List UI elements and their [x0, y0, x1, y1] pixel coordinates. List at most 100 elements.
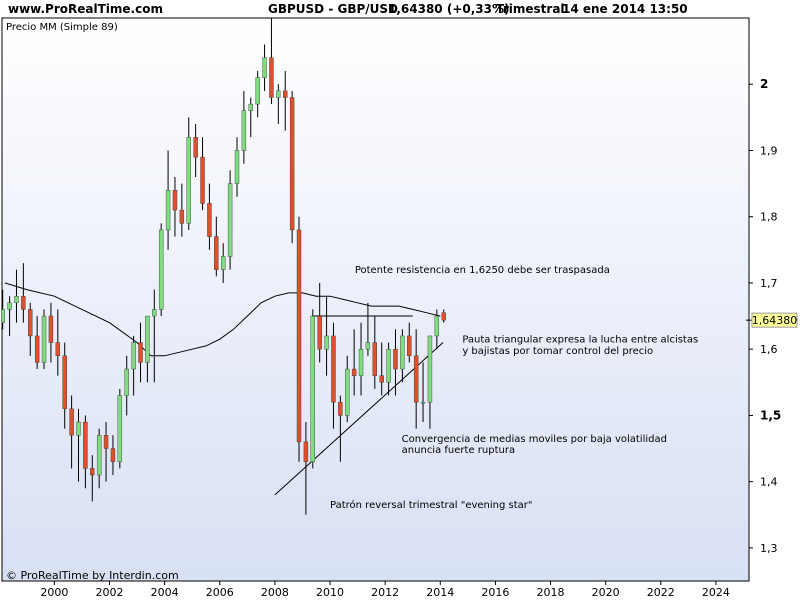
candle-body	[96, 435, 102, 476]
candle-body	[393, 348, 398, 370]
candle-2011Q3	[372, 316, 378, 389]
candle-2008Q3	[289, 90, 295, 244]
datetime-label: 14 ene 2014 13:50	[562, 2, 688, 16]
candle-2005Q1	[193, 123, 198, 177]
candle-2007Q2	[255, 70, 260, 118]
y-tick-label: 2	[760, 77, 768, 91]
candle-2011Q4	[379, 342, 384, 396]
candle-2009Q2	[310, 309, 315, 469]
candle-2002Q1	[110, 435, 116, 476]
candle-body	[427, 335, 433, 403]
candle-body	[276, 90, 281, 98]
last-price-label: 1,64380	[752, 314, 798, 327]
x-tick-label: 2024	[702, 586, 730, 599]
candle-2007Q4	[269, 18, 274, 105]
candle-2014Q1	[441, 309, 446, 323]
candle-body	[55, 342, 61, 357]
footer-credit: © ProRealTime by Interdin.com	[6, 569, 179, 582]
x-tick-label: 2016	[481, 586, 509, 599]
period-label: Trimestral	[496, 2, 565, 16]
candle-body	[179, 209, 185, 224]
candle-2008Q4	[296, 216, 302, 462]
candle-2003Q2	[145, 315, 150, 383]
candle-2001Q2	[90, 455, 95, 502]
candle-2009Q4	[324, 296, 329, 376]
moving-average-line	[4, 282, 441, 357]
candle-body	[407, 335, 412, 357]
annotation-3: y bajistas por tomar control del precio	[462, 346, 653, 357]
candle-body	[289, 97, 295, 231]
candle-body	[69, 408, 74, 436]
candle-2012Q4	[407, 322, 412, 363]
candle-body	[234, 150, 240, 184]
candle-body	[62, 355, 67, 409]
candle-2013Q3	[427, 335, 433, 429]
candle-2006Q3	[234, 137, 240, 197]
indicator-label: Precio MM (Simple 89)	[6, 22, 118, 33]
candle-2006Q1	[221, 243, 226, 283]
candle-body	[103, 435, 109, 449]
x-tick-label: 2012	[371, 586, 399, 599]
candle-2005Q3	[207, 183, 212, 250]
x-tick-label: 2020	[592, 586, 620, 599]
candle-2013Q2	[420, 362, 426, 423]
candle-body	[124, 368, 129, 396]
candle-body	[345, 368, 350, 416]
y-tick-label: 1,4	[760, 476, 778, 489]
candle-body	[83, 421, 88, 469]
y-tick-label: 1,3	[760, 542, 778, 555]
candle-2006Q2	[227, 170, 233, 270]
candle-2008Q2	[283, 70, 288, 131]
y-tick-label: 1,9	[760, 144, 778, 157]
candle-body	[441, 312, 446, 321]
candle-body	[21, 295, 26, 310]
x-tick-label: 2010	[316, 586, 344, 599]
candle-2000Q4	[76, 408, 81, 482]
y-tick-label: 1,7	[760, 277, 778, 290]
candle-2009Q1	[303, 422, 309, 515]
candle-2013Q1	[413, 329, 419, 429]
candle-body	[434, 315, 440, 337]
annotation-4: Convergencia de medias moviles por baja …	[402, 434, 667, 445]
candle-2012Q3	[400, 329, 405, 383]
candle-1999Q4	[48, 302, 54, 363]
candle-body	[365, 342, 371, 350]
x-tick-label: 2002	[96, 586, 124, 599]
x-tick-label: 2018	[537, 586, 565, 599]
y-tick-label: 1,8	[760, 211, 778, 224]
candle-2010Q4	[351, 329, 357, 396]
candle-2002Q4	[131, 335, 136, 396]
candle-body	[165, 190, 171, 231]
candle-1998Q1	[2, 289, 5, 330]
candle-body	[296, 229, 302, 443]
site-name[interactable]: www.ProRealTime.com	[8, 2, 163, 16]
candle-body	[221, 256, 226, 270]
candle-body	[379, 375, 384, 383]
candle-body	[248, 103, 253, 111]
candle-body	[255, 77, 260, 105]
candle-body	[152, 309, 157, 317]
candle-2009Q3	[317, 282, 322, 363]
candle-2003Q3	[152, 289, 157, 383]
candle-body	[283, 90, 288, 98]
candle-body	[90, 468, 95, 476]
candle-2007Q1	[248, 97, 253, 138]
candle-1998Q2	[7, 296, 12, 336]
candle-body	[386, 348, 391, 383]
candle-1999Q2	[34, 316, 40, 370]
candle-body	[131, 342, 136, 370]
candle-body	[372, 342, 378, 376]
candle-2010Q1	[331, 322, 336, 429]
candle-2001Q4	[103, 422, 109, 482]
last-price-box	[751, 312, 798, 328]
y-tick-label: 1,5	[760, 408, 781, 422]
candle-2004Q3	[179, 183, 185, 237]
candle-2000Q3	[69, 395, 74, 469]
candle-body	[14, 295, 19, 304]
candle-2000Q2	[62, 342, 67, 429]
candle-body	[2, 309, 5, 323]
plot-area	[1, 17, 750, 582]
candle-2003Q4	[158, 223, 164, 317]
candle-body	[324, 335, 329, 350]
candle-body	[331, 335, 336, 403]
